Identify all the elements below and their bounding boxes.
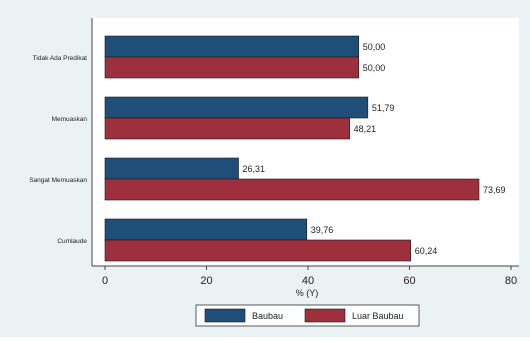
category-label: Tidak Ada Predikat — [33, 55, 88, 62]
bar — [104, 56, 360, 79]
bar-value-label: 60,24 — [415, 246, 438, 256]
x-tick-label: 0 — [102, 275, 108, 287]
legend-label: Baubau — [252, 311, 283, 321]
bar — [104, 96, 369, 119]
category-label: Cumlaude — [57, 238, 87, 245]
bar-value-label: 50,00 — [363, 63, 386, 73]
bar — [104, 218, 308, 241]
x-tick-label: 20 — [200, 275, 212, 287]
bar-value-label: 51,79 — [372, 103, 395, 113]
bar — [104, 117, 350, 140]
bar — [104, 239, 412, 262]
bar-value-label: 50,00 — [363, 42, 386, 52]
x-tick-label: 80 — [505, 275, 517, 287]
category-label: Memuaskan — [52, 116, 88, 123]
legend-label: Luar Baubau — [352, 311, 404, 321]
bar — [104, 178, 480, 201]
bar-value-label: 48,21 — [354, 124, 377, 134]
bar-value-label: 26,31 — [243, 164, 266, 174]
legend-swatch — [304, 308, 346, 323]
x-tick-label: 40 — [302, 275, 314, 287]
bar-value-label: 39,76 — [311, 225, 334, 235]
legend-swatch — [204, 308, 246, 323]
x-axis-title: % (Y) — [296, 288, 319, 298]
bar — [104, 157, 239, 180]
category-label: Sangat Memuaskan — [29, 177, 87, 184]
x-tick-label: 60 — [403, 275, 415, 287]
bar-value-label: 73,69 — [483, 185, 506, 195]
bar — [104, 35, 360, 58]
